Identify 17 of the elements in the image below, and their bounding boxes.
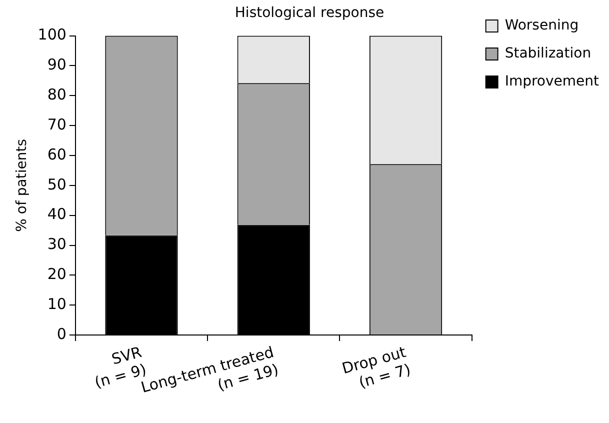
chart-title: Histological response [234,5,384,22]
y-tick-label: 0 [56,324,66,343]
y-tick-label: 40 [47,205,66,224]
y-tick-label: 10 [47,294,66,313]
y-tick-label: 80 [47,86,66,104]
y-axis-title: % of patients [14,139,30,232]
legend-label: Improvement [504,74,600,90]
legend-label: Worsening [504,18,579,34]
y-tick-label: 90 [47,56,66,74]
y-tick-label: 60 [47,145,66,164]
y-tick-label: 20 [47,265,66,284]
legend-label: Stabilization [504,46,592,62]
y-tick-label: 100 [38,26,66,44]
y-tick-label: 50 [47,175,66,194]
y-tick-label: 30 [47,235,66,254]
y-tick-label: 70 [47,115,66,134]
x-tick-label: Drop out (n = 7) [340,342,413,392]
